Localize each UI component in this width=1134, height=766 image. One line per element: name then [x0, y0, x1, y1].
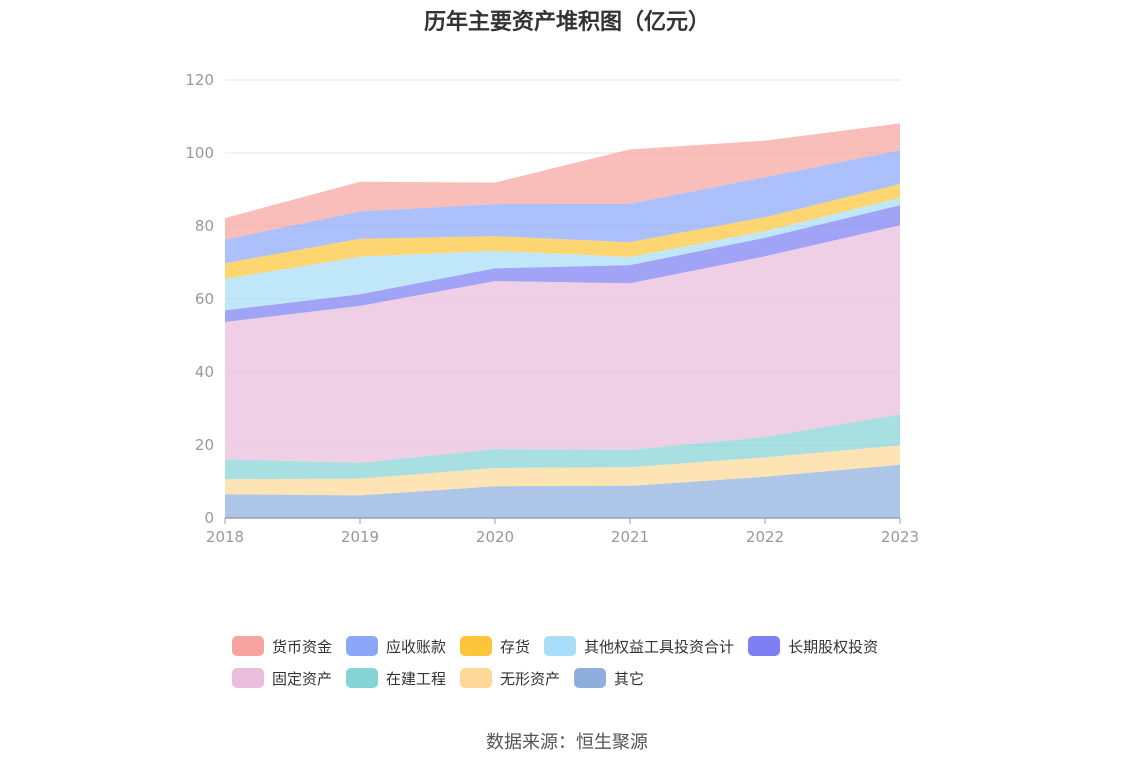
- y-tick-label: 0: [204, 509, 214, 527]
- legend-item[interactable]: 无形资产: [460, 668, 560, 689]
- legend-item[interactable]: 其它: [574, 668, 644, 689]
- y-tick-label: 100: [185, 144, 214, 162]
- legend-row: 货币资金 应收账款 存货 其他权益工具投资合计 长期股权投资: [232, 630, 932, 662]
- legend-swatch: [232, 668, 264, 688]
- x-tick-label: 2020: [476, 528, 514, 546]
- legend-label: 货币资金: [272, 637, 333, 656]
- legend-label: 其他权益工具投资合计: [584, 637, 735, 656]
- legend-swatch: [460, 668, 493, 688]
- legend-item[interactable]: 在建工程: [346, 668, 446, 689]
- legend-swatch: [346, 668, 379, 688]
- area-series-1: [225, 445, 900, 496]
- chart-title: 历年主要资产堆积图（亿元）: [423, 10, 710, 35]
- legend-item[interactable]: 应收账款: [346, 636, 446, 657]
- legend-row: 固定资产 在建工程 无形资产 其它: [232, 662, 932, 694]
- legend-item[interactable]: 固定资产: [232, 668, 332, 689]
- legend: 货币资金 应收账款 存货 其他权益工具投资合计 长期股权投资固定资产 在建工程 无形资产 其它: [232, 630, 932, 694]
- y-tick-label: 120: [185, 71, 214, 89]
- area-series-5: [225, 197, 900, 311]
- y-tick-label: 20: [195, 436, 214, 454]
- area-series-3: [225, 225, 900, 463]
- legend-item[interactable]: 货币资金: [232, 636, 332, 657]
- legend-item[interactable]: 长期股权投资: [748, 636, 878, 657]
- x-tick-label: 2023: [881, 528, 919, 546]
- legend-swatch: [748, 636, 781, 656]
- legend-item[interactable]: 其他权益工具投资合计: [544, 636, 734, 657]
- legend-label: 固定资产: [272, 669, 333, 688]
- legend-label: 在建工程: [386, 669, 447, 688]
- legend-swatch: [232, 636, 264, 656]
- legend-label: 其它: [614, 669, 645, 688]
- area-series: [225, 123, 900, 518]
- y-tick-label: 80: [195, 217, 214, 235]
- legend-label: 无形资产: [500, 669, 561, 688]
- area-series-0: [225, 464, 900, 518]
- area-series-4: [225, 205, 900, 322]
- legend-swatch: [544, 636, 577, 656]
- x-tick-label: 2018: [206, 528, 244, 546]
- area-series-2: [225, 414, 900, 480]
- source-note: 数据来源：恒生聚源: [486, 732, 648, 753]
- x-tick-label: 2021: [611, 528, 649, 546]
- y-tick-label: 60: [195, 290, 214, 308]
- area-series-6: [225, 184, 900, 279]
- legend-label: 应收账款: [386, 637, 447, 656]
- y-tick-label: 40: [195, 363, 214, 381]
- legend-label: 长期股权投资: [788, 637, 879, 656]
- area-series-8: [225, 123, 900, 240]
- legend-swatch: [460, 636, 493, 656]
- legend-label: 存货: [500, 637, 531, 656]
- axes: 0 20 40 60 80 100 120 2018 2019 2020 2021 2022 2023: [185, 71, 919, 546]
- legend-item[interactable]: 存货: [460, 636, 530, 657]
- x-tick-label: 2019: [341, 528, 379, 546]
- x-tick-label: 2022: [746, 528, 784, 546]
- legend-swatch: [346, 636, 379, 656]
- legend-swatch: [574, 668, 607, 688]
- area-series-7: [225, 150, 900, 264]
